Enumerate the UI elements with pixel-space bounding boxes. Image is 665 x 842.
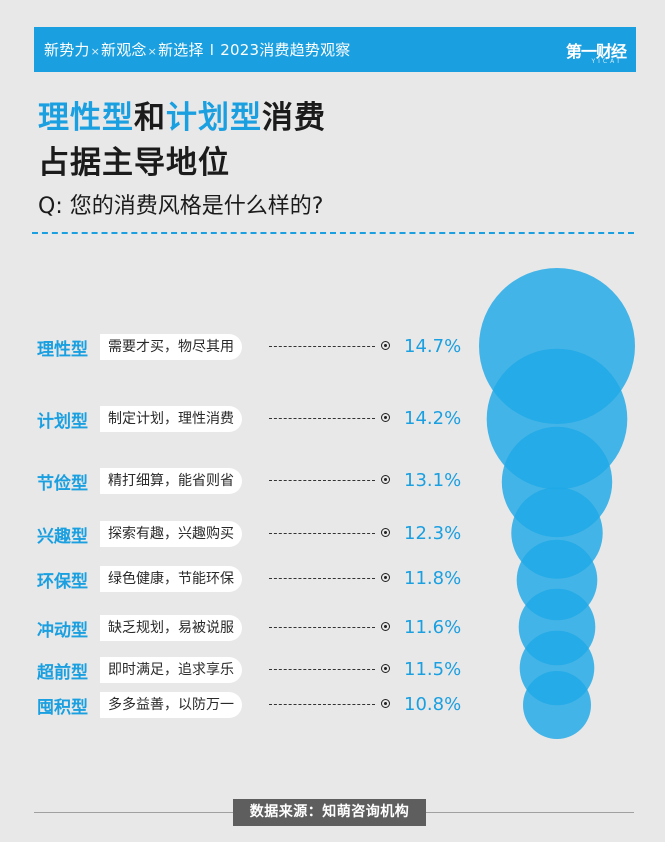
leader-line (269, 346, 375, 347)
header-part: 新势力 (44, 41, 90, 59)
header-series-title: 新势力×新观念×新选择 I 2023消费趋势观察 (44, 39, 350, 60)
leader-line (269, 669, 375, 670)
category-name: 理性型 (37, 340, 88, 360)
leader-line (269, 418, 375, 419)
value-label: 14.7% (404, 336, 462, 357)
title-segment: 计划型 (166, 100, 262, 136)
title-segment: 和 (134, 100, 166, 136)
leader-line (269, 533, 375, 534)
category-description: 绿色健康，节能环保 (100, 566, 242, 592)
header-banner: 新势力×新观念×新选择 I 2023消费趋势观察 第一财经 YICAI (34, 27, 636, 72)
category-name: 冲动型 (37, 621, 88, 641)
brand-logo-sub: YICAI (591, 58, 622, 65)
leader-line (269, 627, 375, 628)
leader-line (269, 480, 375, 481)
value-label: 14.2% (404, 408, 462, 429)
divider (426, 812, 634, 813)
bullet-icon (381, 341, 390, 350)
bullet-icon (381, 528, 390, 537)
bubble-mark (523, 671, 591, 739)
bullet-icon (381, 573, 390, 582)
page-title-line2: 占据主导地位 (38, 145, 230, 181)
category-row: 计划型 制定计划，理性消费 14.2% (0, 404, 665, 434)
category-row: 理性型 需要才买，物尽其用 14.7% (0, 332, 665, 362)
category-row: 冲动型 缺乏规划，易被说服 11.6% (0, 613, 665, 643)
category-name: 兴趣型 (37, 527, 88, 547)
category-row: 兴趣型 探索有趣，兴趣购买 12.3% (0, 519, 665, 549)
header-separator: I (209, 41, 215, 59)
category-description: 制定计划，理性消费 (100, 406, 242, 432)
category-name: 囤积型 (37, 698, 88, 718)
cross-icon: × (147, 45, 158, 58)
category-description: 即时满足，追求享乐 (100, 657, 242, 683)
header-part: 新观念 (101, 41, 147, 59)
divider (32, 232, 634, 234)
divider (34, 812, 233, 813)
category-description: 精打细算，能省则省 (100, 468, 242, 494)
bullet-icon (381, 475, 390, 484)
title-segment: 消费 (262, 100, 326, 136)
title-segment: 理性型 (38, 100, 134, 136)
leader-line (269, 578, 375, 579)
category-name: 环保型 (37, 572, 88, 592)
value-label: 11.5% (404, 659, 462, 680)
category-description: 缺乏规划，易被说服 (100, 615, 242, 641)
header-topic: 2023消费趋势观察 (220, 41, 351, 59)
bullet-icon (381, 664, 390, 673)
category-row: 囤积型 多多益善，以防万一 10.8% (0, 690, 665, 720)
cross-icon: × (90, 45, 101, 58)
value-label: 10.8% (404, 694, 462, 715)
value-label: 11.8% (404, 568, 462, 589)
category-name: 超前型 (37, 663, 88, 683)
bullet-icon (381, 622, 390, 631)
category-name: 计划型 (37, 412, 88, 432)
category-row: 超前型 即时满足，追求享乐 11.5% (0, 655, 665, 685)
header-part: 新选择 (158, 41, 204, 59)
category-description: 需要才买，物尽其用 (100, 334, 242, 360)
bullet-icon (381, 413, 390, 422)
data-source: 数据来源：知萌咨询机构 (233, 799, 426, 826)
survey-question: Q: 您的消费风格是什么样的? (38, 194, 324, 219)
value-label: 12.3% (404, 523, 462, 544)
brand-logo: 第一财经 (565, 42, 627, 61)
category-description: 多多益善，以防万一 (100, 692, 242, 718)
category-row: 节俭型 精打细算，能省则省 13.1% (0, 466, 665, 496)
bullet-icon (381, 699, 390, 708)
category-description: 探索有趣，兴趣购买 (100, 521, 242, 547)
value-label: 11.6% (404, 617, 462, 638)
category-row: 环保型 绿色健康，节能环保 11.8% (0, 564, 665, 594)
category-name: 节俭型 (37, 474, 88, 494)
value-label: 13.1% (404, 470, 462, 491)
page-title-line1: 理性型和计划型消费 (38, 92, 326, 137)
leader-line (269, 704, 375, 705)
